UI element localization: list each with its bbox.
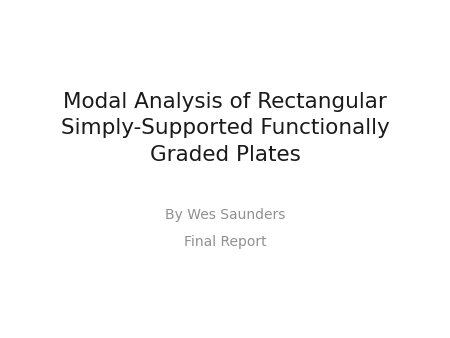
- Text: Final Report: Final Report: [184, 235, 266, 249]
- Text: Modal Analysis of Rectangular
Simply-Supported Functionally
Graded Plates: Modal Analysis of Rectangular Simply-Sup…: [61, 92, 389, 165]
- Text: By Wes Saunders: By Wes Saunders: [165, 208, 285, 222]
